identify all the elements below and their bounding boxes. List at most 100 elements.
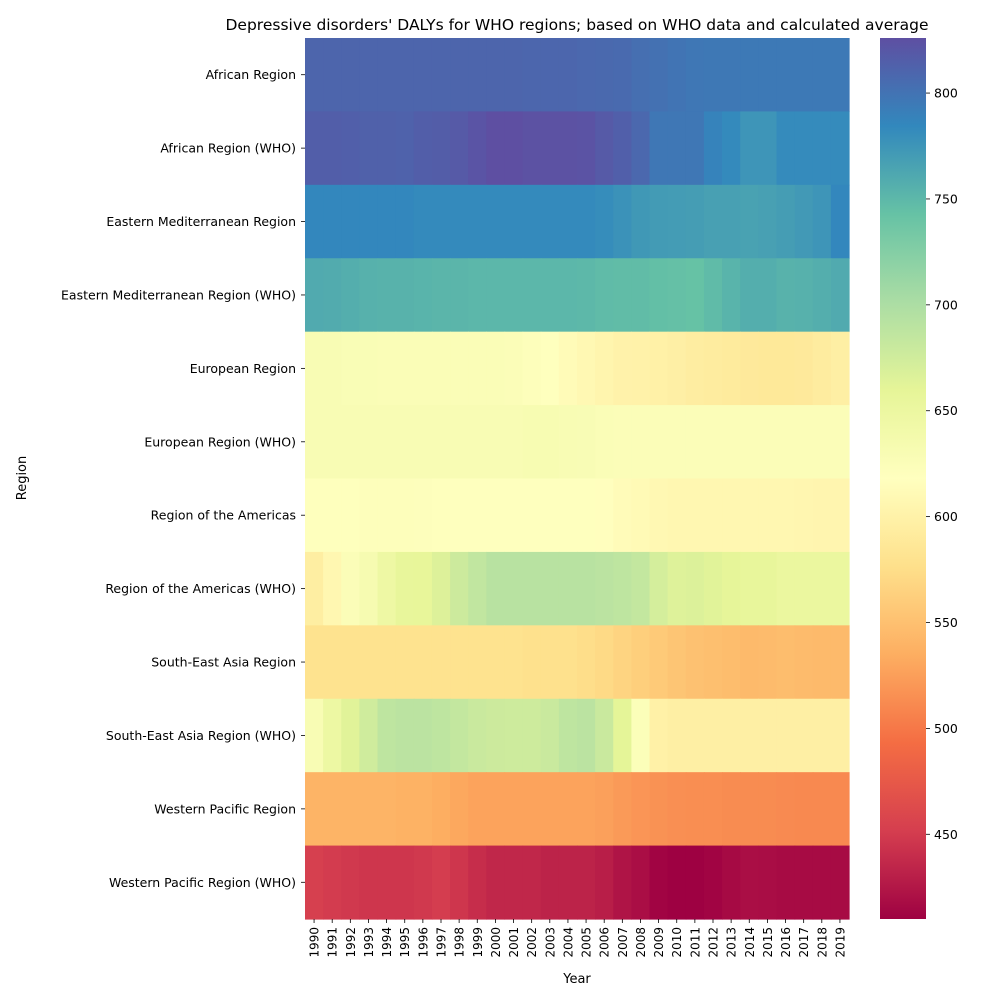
heatmap-cell: [703, 845, 723, 920]
heatmap-cell: [540, 625, 560, 700]
heatmap-cell: [685, 258, 705, 333]
x-tick-label: 2010: [670, 927, 684, 958]
heatmap-cell: [305, 184, 324, 259]
heatmap-cell: [794, 111, 814, 186]
heatmap-cell: [722, 184, 741, 259]
heatmap-cell: [413, 331, 433, 406]
heatmap-cell: [413, 845, 433, 920]
heatmap-cell: [631, 38, 651, 113]
heatmap-cell: [812, 38, 832, 113]
heatmap-cell: [812, 258, 832, 333]
y-tick-label: European Region: [190, 361, 296, 376]
heatmap-cell: [359, 478, 379, 553]
y-tick-label: Western Pacific Region: [154, 801, 296, 816]
heatmap-cell: [413, 111, 433, 186]
heatmap-cells: [305, 38, 850, 920]
heatmap-cell: [595, 551, 614, 626]
x-tick-label: 1994: [380, 927, 394, 958]
heatmap-cell: [395, 38, 415, 113]
heatmap-cell: [667, 845, 687, 920]
heatmap-cell: [486, 625, 506, 700]
heatmap-cell: [722, 331, 741, 406]
x-tick-label: 1998: [453, 927, 467, 958]
heatmap-cell: [794, 38, 814, 113]
heatmap-cell: [577, 625, 596, 700]
heatmap-cell: [649, 38, 669, 113]
heatmap-cell: [431, 258, 451, 333]
heatmap-cell: [323, 331, 342, 406]
heatmap-cell: [577, 111, 596, 186]
heatmap-cell: [305, 478, 324, 553]
heatmap-cell: [595, 845, 614, 920]
heatmap-cell: [685, 478, 705, 553]
heatmap-cell: [431, 331, 451, 406]
heatmap-cell: [395, 625, 415, 700]
heatmap-cell: [577, 258, 596, 333]
heatmap-cell: [631, 845, 651, 920]
heatmap-cell: [703, 772, 723, 847]
colorbar-tick-label: 750: [934, 191, 958, 206]
heatmap-cell: [794, 772, 814, 847]
heatmap-cell: [794, 478, 814, 553]
heatmap-cell: [722, 551, 741, 626]
heatmap-cell: [504, 38, 524, 113]
x-tick-label: 2009: [652, 927, 666, 958]
x-tick-label: 2011: [688, 927, 702, 958]
heatmap-cell: [522, 551, 542, 626]
heatmap-cell: [649, 405, 669, 480]
heatmap-cell: [558, 184, 578, 259]
heatmap-cell: [740, 405, 759, 480]
heatmap-cell: [812, 111, 832, 186]
x-axis: 1990 1991 1992 1993 1994 1995 1996 1997 1998 1999…: [308, 919, 847, 958]
heatmap-cell: [577, 478, 596, 553]
x-tick-label: 1991: [326, 927, 340, 958]
heatmap-cell: [558, 331, 578, 406]
heatmap-cell: [558, 845, 578, 920]
heatmap-cell: [450, 38, 469, 113]
heatmap-cell: [323, 184, 342, 259]
heatmap-cell: [377, 111, 397, 186]
heatmap-cell: [522, 772, 542, 847]
heatmap-cell: [341, 405, 360, 480]
heatmap-cell: [685, 111, 705, 186]
heatmap-cell: [540, 258, 560, 333]
y-tick-label: Western Pacific Region (WHO): [109, 875, 296, 890]
heatmap-cell: [703, 184, 723, 259]
heatmap-cell: [413, 38, 433, 113]
heatmap-cell: [649, 331, 669, 406]
heatmap-cell: [685, 551, 705, 626]
heatmap-cell: [486, 772, 506, 847]
heatmap-cell: [577, 772, 596, 847]
heatmap-cell: [649, 698, 669, 773]
heatmap-cell: [341, 625, 360, 700]
heatmap-cell: [595, 625, 614, 700]
heatmap-cell: [323, 625, 342, 700]
heatmap-cell: [486, 698, 506, 773]
heatmap-cell: [468, 258, 487, 333]
heatmap-cell: [323, 698, 342, 773]
heatmap-cell: [794, 331, 814, 406]
heatmap-cell: [776, 331, 796, 406]
colorbar-tick-label: 600: [934, 509, 958, 524]
heatmap-cell: [558, 478, 578, 553]
heatmap-cell: [341, 258, 360, 333]
heatmap-cell: [776, 478, 796, 553]
heatmap-cell: [540, 111, 560, 186]
heatmap-cell: [758, 405, 778, 480]
heatmap-cell: [794, 258, 814, 333]
colorbar: [880, 38, 926, 919]
heatmap-cell: [595, 698, 614, 773]
heatmap-cell: [323, 111, 342, 186]
heatmap-cell: [558, 698, 578, 773]
x-tick-label: 2016: [779, 927, 793, 958]
heatmap-cell: [776, 772, 796, 847]
heatmap-cell: [522, 111, 542, 186]
heatmap-cell: [504, 258, 524, 333]
heatmap-cell: [830, 38, 850, 113]
heatmap-cell: [395, 478, 415, 553]
heatmap-cell: [540, 405, 560, 480]
heatmap-cell: [812, 625, 832, 700]
heatmap-cell: [667, 405, 687, 480]
heatmap-cell: [649, 478, 669, 553]
heatmap-cell: [685, 698, 705, 773]
